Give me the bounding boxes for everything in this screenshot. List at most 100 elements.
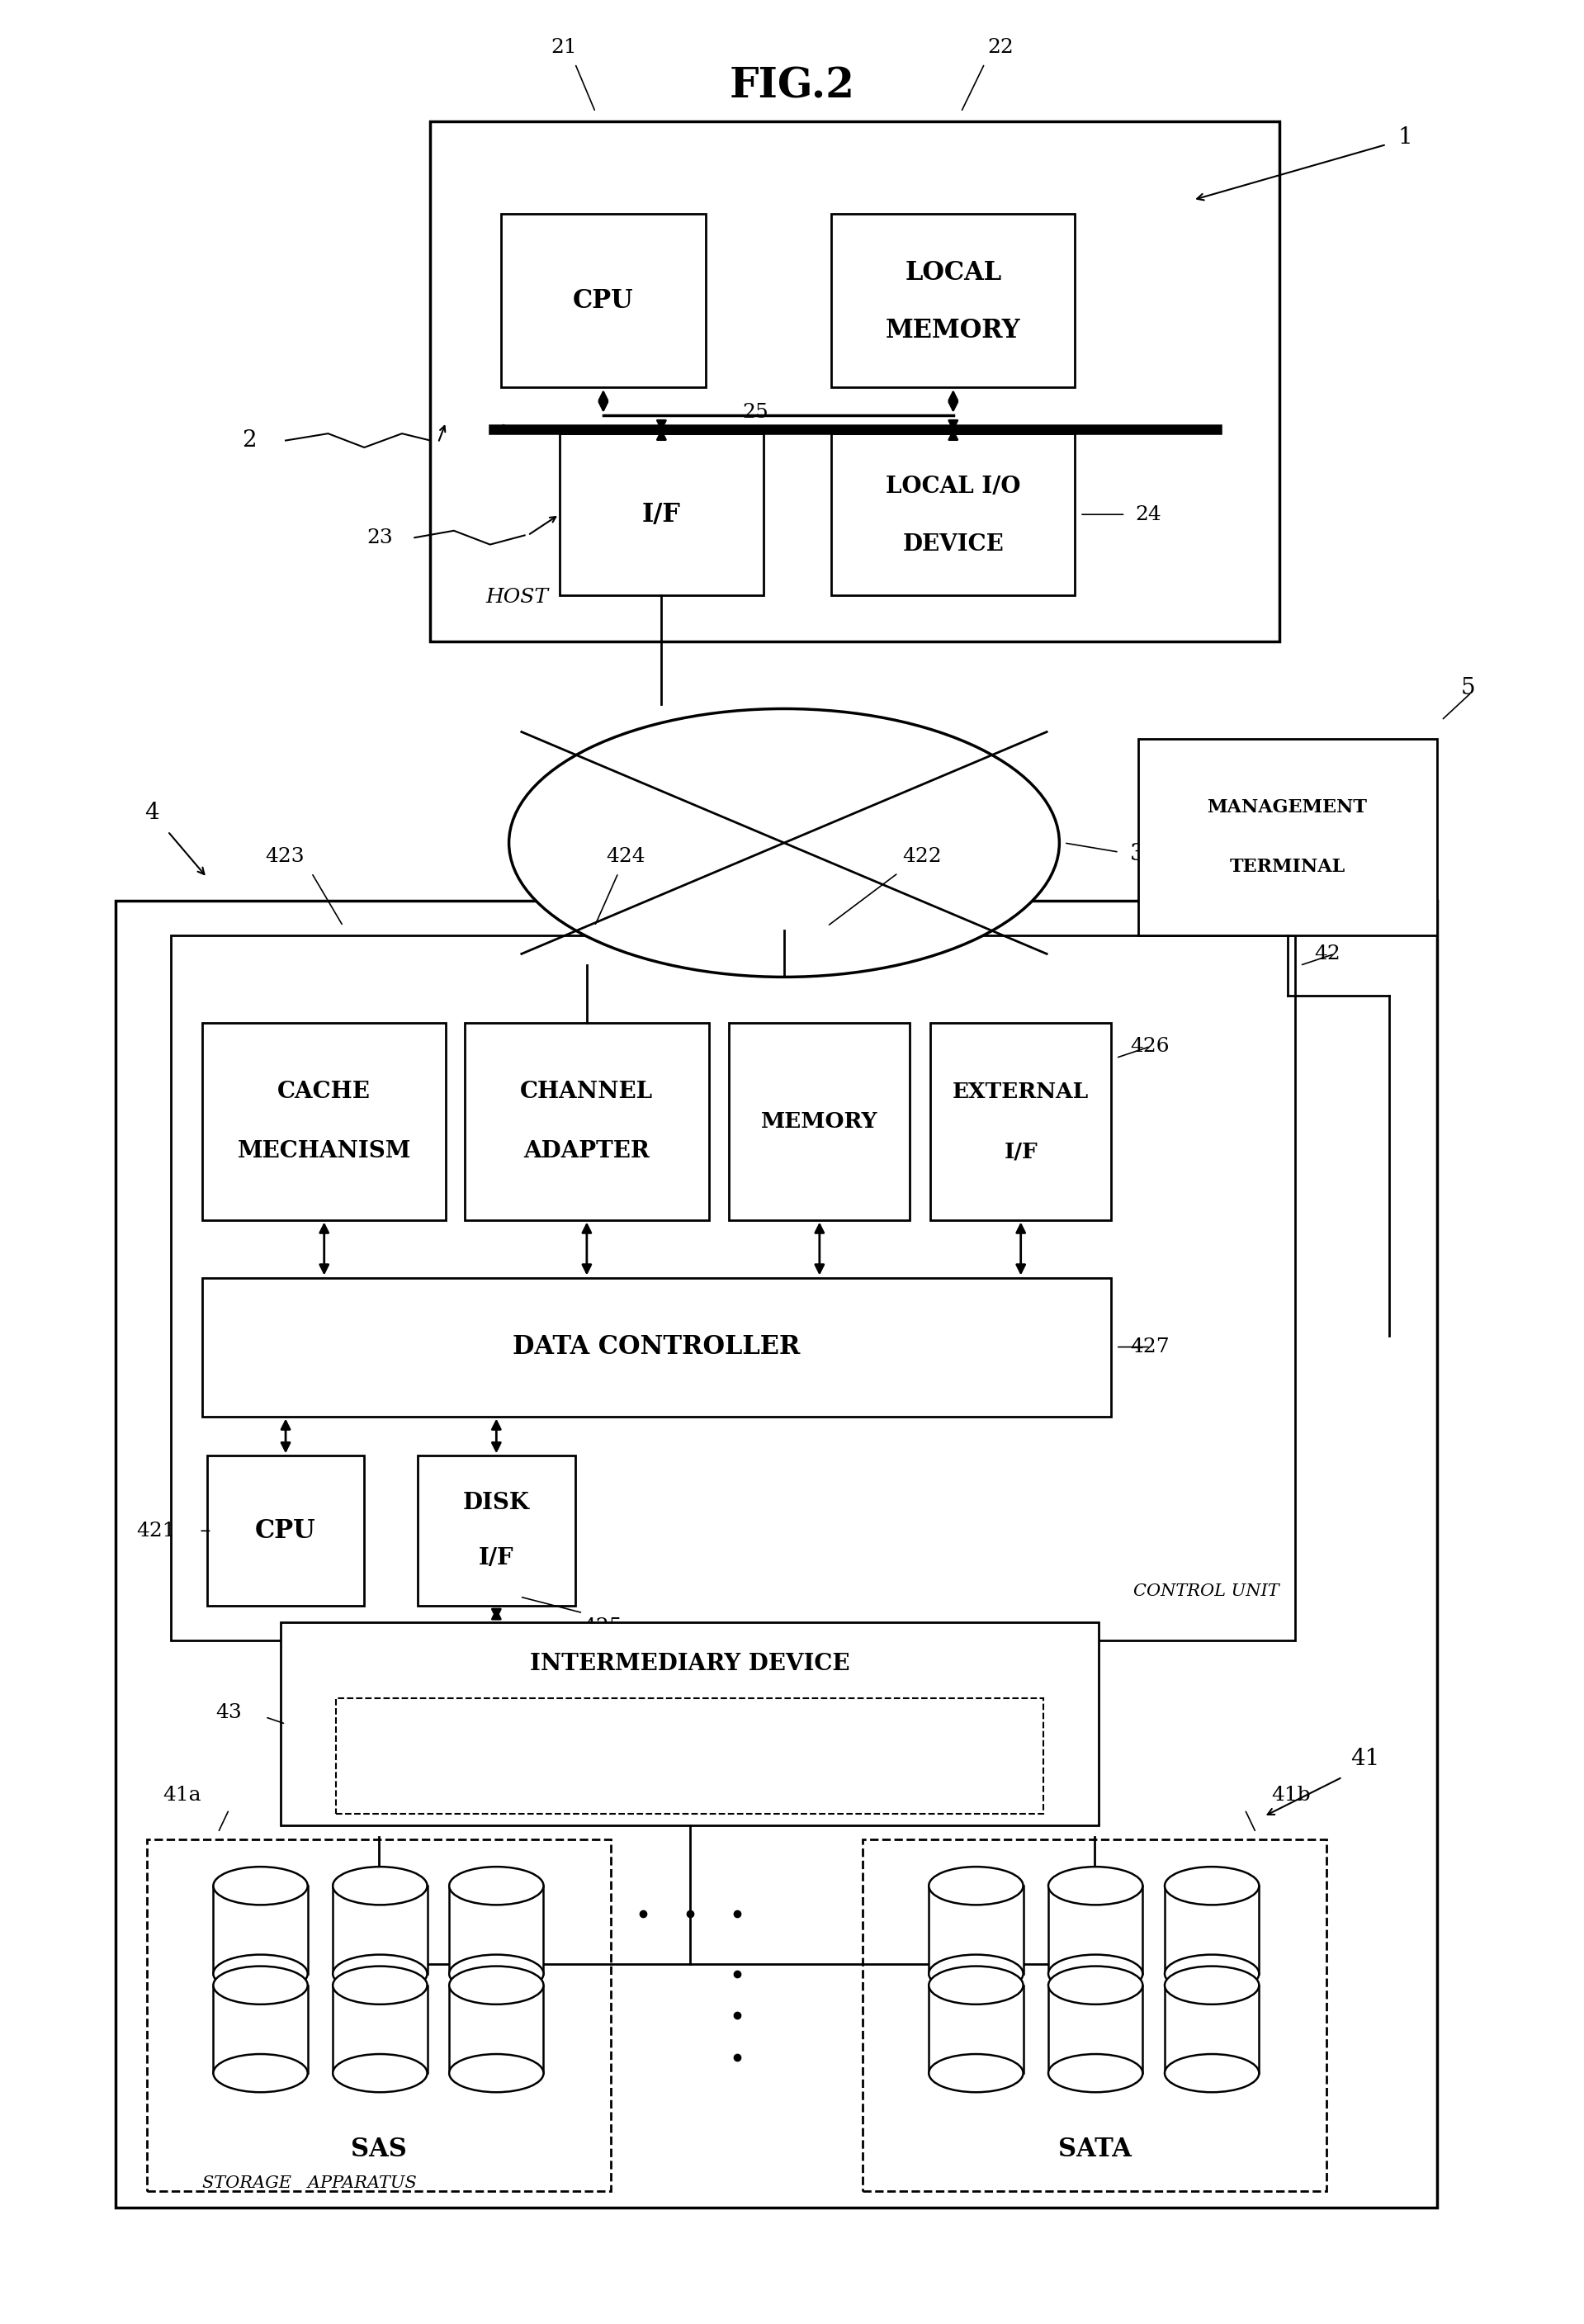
- FancyBboxPatch shape: [1164, 1885, 1259, 1973]
- Text: 24: 24: [1134, 504, 1161, 523]
- FancyBboxPatch shape: [203, 1278, 1112, 1415]
- Text: CONTROL UNIT: CONTROL UNIT: [1134, 1583, 1280, 1599]
- FancyBboxPatch shape: [501, 214, 705, 388]
- Text: 22: 22: [987, 37, 1014, 56]
- Text: EXTERNAL: EXTERNAL: [952, 1081, 1090, 1102]
- Text: SATA: SATA: [1058, 2136, 1131, 2161]
- Text: MEMORY: MEMORY: [885, 318, 1020, 344]
- Ellipse shape: [928, 1954, 1023, 1992]
- FancyBboxPatch shape: [333, 1885, 428, 1973]
- FancyBboxPatch shape: [559, 435, 763, 595]
- Text: DATA CONTROLLER: DATA CONTROLLER: [513, 1334, 800, 1360]
- FancyBboxPatch shape: [1164, 1985, 1259, 2073]
- Text: DEVICE: DEVICE: [903, 535, 1004, 555]
- Text: 422: 422: [901, 846, 941, 867]
- Text: 42: 42: [1315, 944, 1340, 964]
- FancyBboxPatch shape: [418, 1455, 575, 1606]
- FancyBboxPatch shape: [171, 934, 1296, 1641]
- FancyBboxPatch shape: [203, 1023, 447, 1220]
- Ellipse shape: [1049, 1954, 1142, 1992]
- Text: INTERMEDIARY DEVICE: INTERMEDIARY DEVICE: [531, 1652, 849, 1676]
- Ellipse shape: [333, 2054, 428, 2092]
- Ellipse shape: [928, 1966, 1023, 2003]
- FancyBboxPatch shape: [450, 1885, 543, 1973]
- Text: STORAGE   APPARATUS: STORAGE APPARATUS: [203, 2175, 417, 2192]
- Text: 41: 41: [1350, 1748, 1380, 1771]
- Ellipse shape: [1164, 1866, 1259, 1906]
- FancyBboxPatch shape: [208, 1455, 364, 1606]
- Ellipse shape: [214, 2054, 307, 2092]
- FancyBboxPatch shape: [832, 214, 1076, 388]
- Ellipse shape: [214, 1954, 307, 1992]
- Text: 1: 1: [1399, 125, 1413, 149]
- Text: CHANNEL: CHANNEL: [520, 1081, 653, 1102]
- Text: LOCAL I/O: LOCAL I/O: [885, 476, 1020, 497]
- Text: LOCAL: LOCAL: [904, 260, 1001, 286]
- FancyBboxPatch shape: [214, 1985, 307, 2073]
- FancyBboxPatch shape: [863, 1841, 1327, 2192]
- Text: ADAPTER: ADAPTER: [524, 1141, 649, 1162]
- Text: 421: 421: [136, 1522, 176, 1541]
- Text: I/F: I/F: [642, 502, 681, 528]
- Text: I/F: I/F: [1004, 1141, 1038, 1162]
- Ellipse shape: [1164, 1966, 1259, 2003]
- FancyBboxPatch shape: [116, 902, 1437, 2208]
- FancyBboxPatch shape: [832, 435, 1076, 595]
- Text: POWER SAVING CONTROL: POWER SAVING CONTROL: [567, 1727, 813, 1741]
- FancyBboxPatch shape: [147, 1841, 611, 2192]
- Text: FIG.2: FIG.2: [729, 67, 855, 107]
- Ellipse shape: [1164, 1954, 1259, 1992]
- Text: 427: 427: [1129, 1339, 1169, 1357]
- Ellipse shape: [333, 1954, 428, 1992]
- FancyBboxPatch shape: [1137, 739, 1437, 934]
- Text: 23: 23: [367, 528, 393, 546]
- Text: TERMINAL: TERMINAL: [1229, 858, 1345, 876]
- Text: CPU: CPU: [255, 1518, 317, 1543]
- Text: 3: 3: [1129, 844, 1145, 865]
- FancyBboxPatch shape: [450, 1985, 543, 2073]
- FancyBboxPatch shape: [928, 1885, 1023, 1973]
- Ellipse shape: [928, 1866, 1023, 1906]
- Ellipse shape: [450, 2054, 543, 2092]
- Ellipse shape: [1049, 1966, 1142, 2003]
- Text: CACHE: CACHE: [277, 1081, 371, 1102]
- FancyBboxPatch shape: [214, 1885, 307, 1973]
- Text: 2: 2: [242, 430, 257, 451]
- Text: SECTION: SECTION: [648, 1771, 732, 1787]
- FancyBboxPatch shape: [928, 1985, 1023, 2073]
- Text: 43: 43: [215, 1703, 242, 1722]
- Text: 41b: 41b: [1272, 1785, 1312, 1806]
- Ellipse shape: [333, 1866, 428, 1906]
- Text: SAS: SAS: [352, 2136, 407, 2161]
- Ellipse shape: [214, 1966, 307, 2003]
- Text: 4: 4: [144, 802, 160, 825]
- Ellipse shape: [450, 1866, 543, 1906]
- Text: DISK: DISK: [463, 1492, 529, 1515]
- FancyBboxPatch shape: [1049, 1985, 1142, 2073]
- FancyBboxPatch shape: [336, 1699, 1044, 1815]
- Ellipse shape: [450, 1966, 543, 2003]
- Text: MECHANISM: MECHANISM: [238, 1141, 410, 1162]
- FancyBboxPatch shape: [333, 1985, 428, 2073]
- Text: 424: 424: [607, 846, 646, 867]
- Text: I/F: I/F: [478, 1548, 513, 1569]
- Text: 423: 423: [265, 846, 304, 867]
- Text: 425: 425: [583, 1618, 623, 1636]
- Ellipse shape: [1164, 2054, 1259, 2092]
- Ellipse shape: [1049, 1866, 1142, 1906]
- FancyBboxPatch shape: [1049, 1885, 1142, 1973]
- Text: MANAGEMENT: MANAGEMENT: [1207, 797, 1367, 816]
- Ellipse shape: [1049, 2054, 1142, 2092]
- FancyBboxPatch shape: [466, 1023, 708, 1220]
- Ellipse shape: [450, 1954, 543, 1992]
- Ellipse shape: [508, 709, 1060, 976]
- Text: CPU: CPU: [573, 288, 634, 314]
- FancyBboxPatch shape: [729, 1023, 909, 1220]
- Ellipse shape: [333, 1966, 428, 2003]
- FancyBboxPatch shape: [280, 1622, 1099, 1827]
- Text: 5: 5: [1460, 676, 1475, 700]
- Text: 21: 21: [551, 37, 577, 56]
- Text: 25: 25: [743, 402, 768, 423]
- Ellipse shape: [214, 1866, 307, 1906]
- Text: HOST: HOST: [485, 588, 548, 607]
